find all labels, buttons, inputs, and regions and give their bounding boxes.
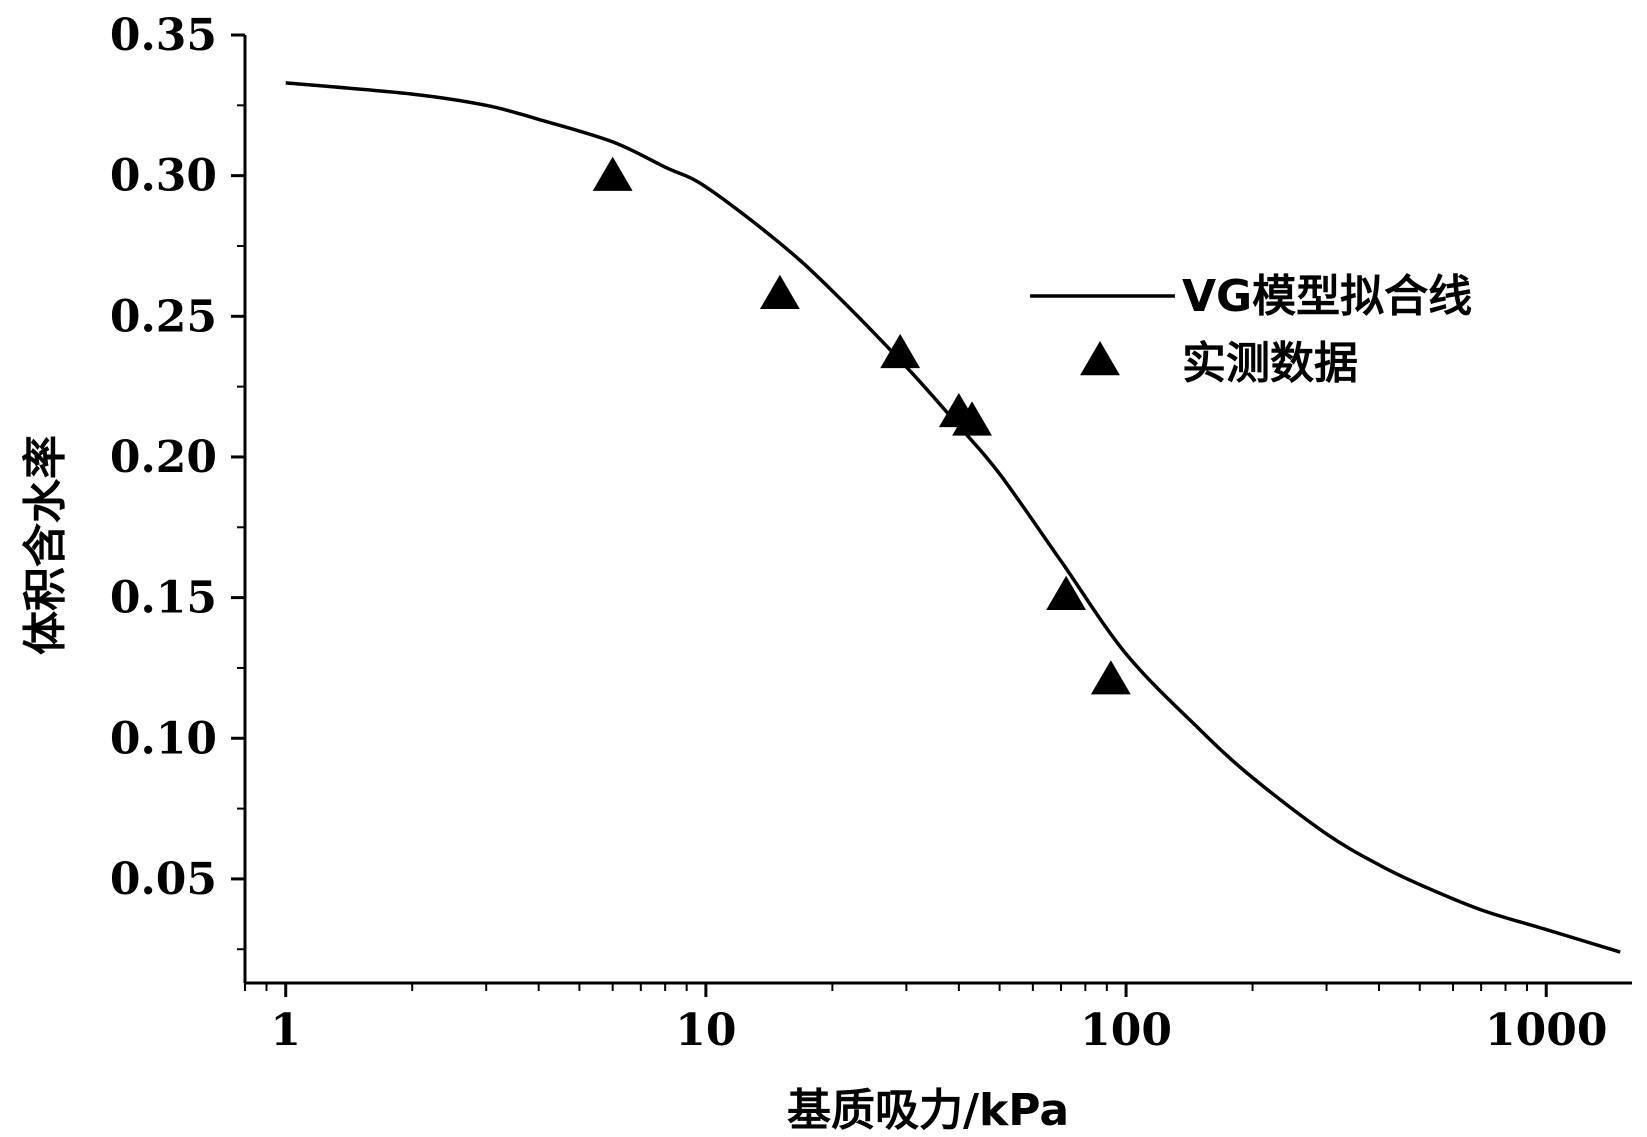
data-point-triangle <box>952 401 993 436</box>
data-point-triangle <box>880 333 921 369</box>
x-tick-label: 100 <box>1080 1005 1172 1056</box>
data-point-triangle <box>759 274 800 310</box>
ticks: 1 10 100 1000 0.05 0.10 0.15 0.20 0.25 0.30 0.35 <box>110 10 1608 1056</box>
y-axis-title: 体积含水率 <box>20 435 71 655</box>
y-tick-label: 0.05 <box>110 854 217 905</box>
y-tick-label: 0.30 <box>110 151 217 202</box>
y-tick-label: 0.25 <box>110 291 217 342</box>
data-point-triangle <box>592 156 633 191</box>
y-tick-label: 0.35 <box>110 10 217 61</box>
legend-label-fit: VG模型拟合线 <box>1182 271 1472 322</box>
data-point-triangle <box>1090 660 1131 695</box>
y-tick-label: 0.15 <box>110 573 217 624</box>
y-tick-label: 0.20 <box>110 432 217 483</box>
x-axis-title: 基质吸力/kPa <box>787 1085 1069 1136</box>
x-tick-label: 1 <box>270 1005 301 1056</box>
series-layer <box>285 81 1621 954</box>
y-tick-label: 0.10 <box>110 713 217 764</box>
legend-label-measured: 实测数据 <box>1182 338 1358 389</box>
series-line-vg-fit <box>285 81 1621 954</box>
legend-triangle-swatch <box>1080 341 1120 376</box>
x-tick-label: 1000 <box>1485 1005 1607 1056</box>
x-tick-label: 10 <box>675 1005 736 1056</box>
data-point-triangle <box>1046 575 1087 610</box>
axes <box>243 35 1632 985</box>
